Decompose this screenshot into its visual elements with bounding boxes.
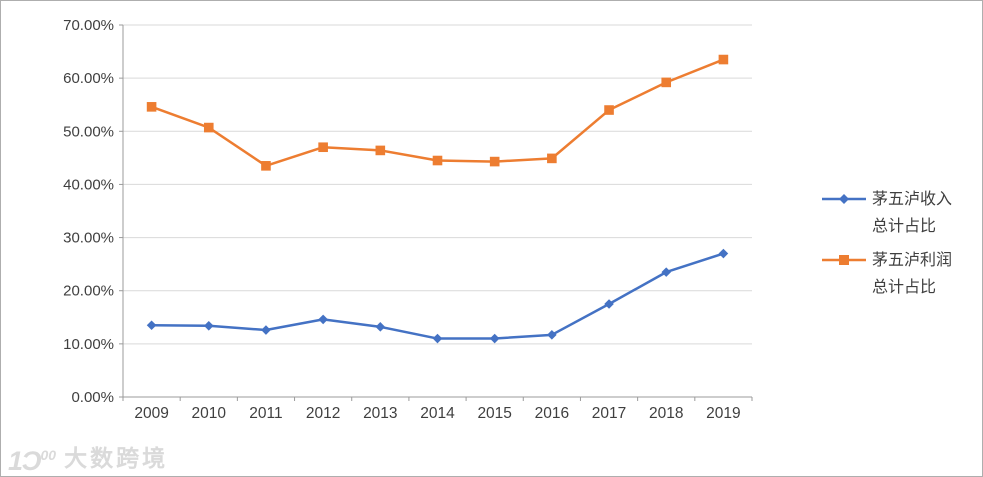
watermark: 1Ɔ00 大数跨境 xyxy=(8,440,168,476)
data-point-diamond xyxy=(203,320,214,331)
y-tick-label: 20.00% xyxy=(63,283,114,300)
data-point-diamond xyxy=(718,248,729,259)
series-line-1 xyxy=(151,58,724,168)
y-tick-label: 30.00% xyxy=(63,230,114,247)
x-tick-label: 2009 xyxy=(134,405,168,422)
x-tick-label: 2015 xyxy=(477,405,511,422)
data-point-square xyxy=(318,142,328,153)
data-point-square xyxy=(375,145,386,156)
x-tick-label: 2018 xyxy=(649,405,683,422)
y-tick-label: 40.00% xyxy=(63,176,114,193)
x-tick-label: 2013 xyxy=(363,405,397,422)
x-tick-label: 2014 xyxy=(420,405,455,422)
legend-item-revenue-share: 茅五泸收入 总计占比 xyxy=(821,186,952,240)
legend-label-profit-line2: 总计占比 xyxy=(872,279,937,296)
chart-legend: 茅五泸收入 总计占比 茅五泸利润 总计占比 xyxy=(821,186,952,301)
data-point-square xyxy=(661,77,672,88)
legend-label-revenue-line2: 总计占比 xyxy=(872,218,937,235)
legend-label-profit: 茅五泸利润 总计占比 xyxy=(872,247,952,301)
data-point-square xyxy=(718,54,729,65)
data-point-diamond xyxy=(375,322,386,332)
watermark-logo: 1Ɔ00 xyxy=(8,446,57,476)
series-line-0 xyxy=(151,252,724,340)
line-chart-canvas: 0.00% 10.00% 20.00% 30.00% 40.00% 50.00% 60.00… xyxy=(63,17,753,422)
watermark-text: 大数跨境 xyxy=(64,445,169,471)
data-point-diamond xyxy=(489,333,500,344)
data-point-square xyxy=(489,156,500,167)
y-tick-label: 0.00% xyxy=(71,389,114,406)
data-point-diamond xyxy=(547,330,557,340)
y-tick-label: 50.00% xyxy=(63,123,114,140)
x-tick-label: 2019 xyxy=(706,405,740,422)
data-point-diamond xyxy=(604,299,614,309)
y-tick-label: 70.00% xyxy=(63,17,114,34)
data-point-diamond xyxy=(432,333,443,344)
data-point-square xyxy=(203,122,214,133)
legend-item-profit-share: 茅五泸利润 总计占比 xyxy=(821,247,952,301)
x-tick-label: 2010 xyxy=(192,405,227,422)
legend-marker-revenue xyxy=(822,194,866,204)
data-point-square xyxy=(547,153,557,164)
y-tick-label: 60.00% xyxy=(63,70,114,87)
data-point-diamond xyxy=(261,325,271,335)
x-tick-label: 2011 xyxy=(249,405,282,422)
data-point-diamond xyxy=(661,267,672,277)
data-point-square xyxy=(432,155,443,166)
data-point-diamond xyxy=(146,320,157,331)
legend-marker-profit xyxy=(822,255,866,265)
data-point-square xyxy=(261,161,271,171)
x-tick-label: 2012 xyxy=(306,405,340,422)
legend-label-revenue: 茅五泸收入 总计占比 xyxy=(872,186,952,240)
y-tick-label: 10.00% xyxy=(63,336,114,353)
data-point-square xyxy=(146,102,157,112)
data-point-diamond xyxy=(318,314,328,325)
legend-label-revenue-line1: 茅五泸收入 xyxy=(872,191,953,208)
x-tick-label: 2016 xyxy=(535,405,569,422)
legend-label-profit-line1: 茅五泸利润 xyxy=(872,252,953,269)
data-point-square xyxy=(604,105,614,115)
x-tick-label: 2017 xyxy=(592,405,626,422)
